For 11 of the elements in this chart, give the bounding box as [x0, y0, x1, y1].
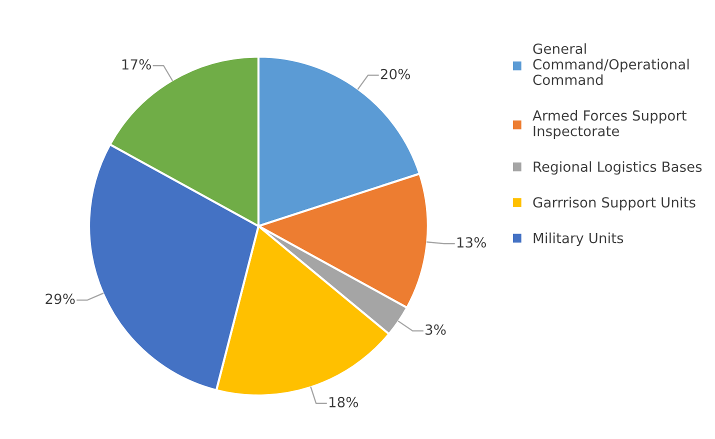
legend-label: Armed Forces Support Inspectorate: [532, 110, 686, 139]
legend-label: Military Units: [534, 232, 624, 246]
data-label: 3%: [426, 324, 446, 335]
legend-label: Regional Logistics Bases: [534, 161, 702, 175]
data-label: 20%: [380, 68, 410, 80]
data-label: 18%: [329, 396, 358, 408]
data-label: 17%: [122, 59, 151, 70]
legend-label: General Command/Operational Command: [533, 43, 689, 86]
data-label: 29%: [46, 294, 75, 304]
data-label: 13%: [457, 237, 486, 248]
legend-label: Garrrison Support Units: [533, 196, 696, 210]
